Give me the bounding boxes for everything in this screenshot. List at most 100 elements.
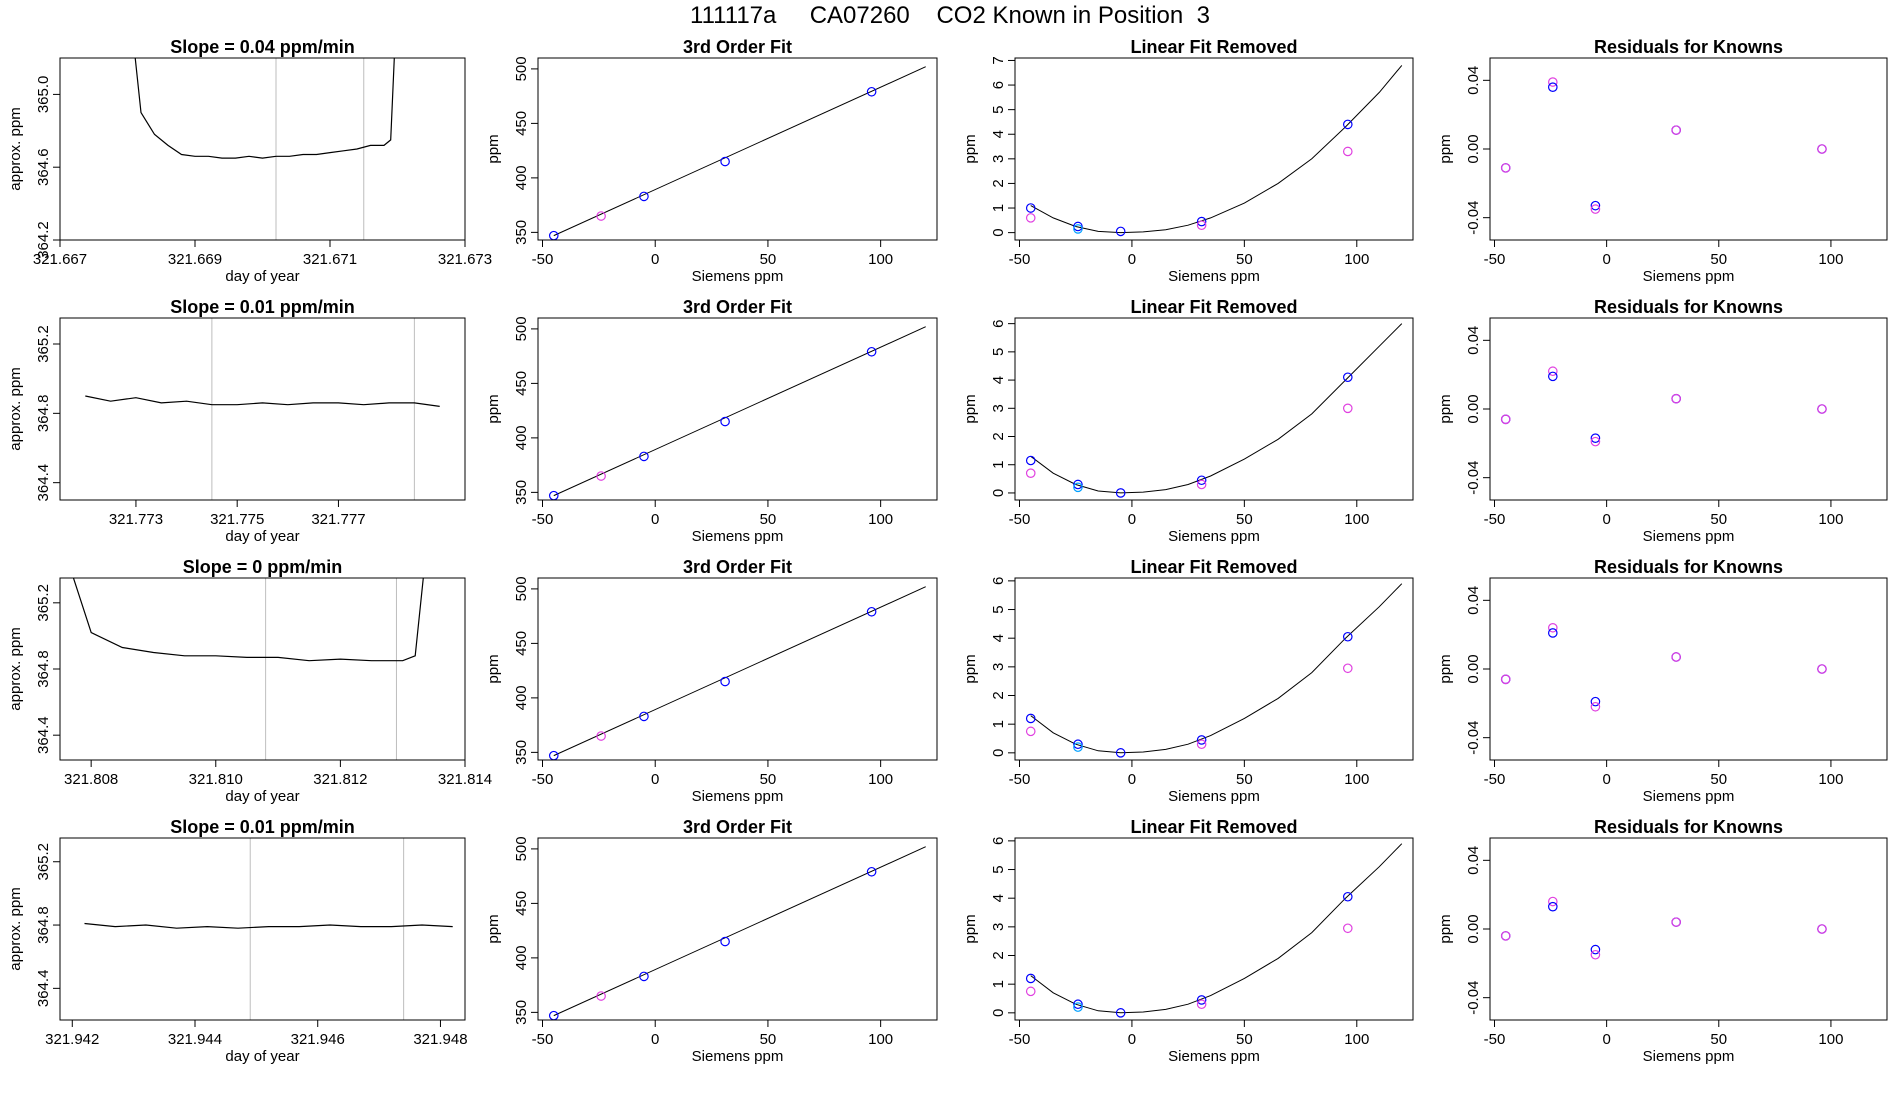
x-tick-label: 0	[1128, 1031, 1136, 1048]
data-point	[1025, 726, 1036, 737]
x-tick-label: -50	[532, 771, 554, 788]
data-point	[1500, 414, 1511, 425]
y-tick-label: 5	[990, 605, 1007, 613]
data-point	[1196, 735, 1207, 745]
y-tick-label: 364.2	[35, 221, 52, 259]
chart-title: Residuals for Knowns	[1594, 37, 1783, 57]
x-tick-label: 0	[1602, 771, 1610, 788]
data-point	[1115, 748, 1126, 758]
y-tick-label: 0.00	[1465, 654, 1482, 683]
data-point	[720, 416, 730, 427]
data-point	[596, 471, 606, 481]
y-tick-label: 0.04	[1465, 326, 1482, 355]
data-point	[596, 211, 606, 221]
series-line	[134, 58, 395, 159]
x-tick-label: -50	[1484, 251, 1506, 268]
data-point	[720, 676, 730, 687]
data-point	[1548, 896, 1558, 907]
x-axis-label: Siemens ppm	[1643, 528, 1735, 545]
x-tick-label: 100	[868, 511, 893, 528]
data-point	[1342, 891, 1353, 902]
data-point	[639, 971, 649, 982]
y-tick-label: 365.2	[35, 325, 52, 363]
x-tick-label: 0	[651, 1031, 659, 1048]
data-point	[1671, 125, 1681, 135]
data-point	[1817, 924, 1827, 934]
plot-frame	[1489, 57, 1888, 241]
y-tick-label: 364.4	[35, 464, 52, 502]
y-axis-label: ppm	[485, 394, 502, 423]
y-tick-label: 350	[513, 1000, 530, 1025]
plot-area	[134, 58, 395, 159]
x-tick-label: 50	[1236, 251, 1253, 268]
y-tick-label: 450	[513, 891, 530, 916]
series-line	[72, 578, 424, 662]
chart-title: Residuals for Knowns	[1594, 817, 1783, 837]
x-tick-label: -50	[1009, 771, 1031, 788]
y-tick-label: 6	[990, 319, 1007, 327]
plot-area	[1500, 366, 1827, 447]
data-point	[1342, 372, 1353, 383]
x-tick-label: 0	[1128, 771, 1136, 788]
y-tick-label: 400	[513, 425, 530, 450]
x-tick-label: 100	[1818, 511, 1843, 528]
chart-title: Slope = 0.04 ppm/min	[170, 37, 355, 57]
data-point	[1196, 220, 1207, 231]
y-axis-label: approx. ppm	[7, 627, 24, 710]
plot-frame	[537, 57, 938, 241]
chart-title: 3rd Order Fit	[683, 557, 792, 577]
data-point	[1073, 742, 1083, 752]
y-axis-label: approx. ppm	[7, 887, 24, 970]
x-tick-label: -50	[1484, 771, 1506, 788]
x-tick-label: 100	[868, 771, 893, 788]
y-axis-label: ppm	[1437, 914, 1454, 943]
y-tick-label: 1	[990, 720, 1007, 728]
y-tick-label: 4	[990, 634, 1007, 642]
x-tick-label: 0	[1602, 511, 1610, 528]
data-point	[1671, 393, 1681, 404]
data-point	[1342, 403, 1353, 414]
y-tick-label: 400	[513, 685, 530, 710]
plot-frame	[59, 57, 466, 241]
plot-frame	[59, 837, 466, 1021]
x-tick-label: 50	[1236, 771, 1253, 788]
chart-title: Slope = 0.01 ppm/min	[170, 817, 355, 837]
y-axis-label: ppm	[1437, 654, 1454, 683]
data-point	[1025, 455, 1036, 466]
data-point	[1590, 433, 1601, 443]
x-tick-label: 50	[1710, 1031, 1727, 1048]
y-tick-label: -0.04	[1465, 721, 1482, 755]
plot-frame	[59, 577, 466, 761]
x-axis-label: day of year	[225, 528, 299, 545]
residuals-3-panel: Residuals for Knowns -50 0 50 100 -0.04 0.00 0.…	[1437, 557, 1888, 805]
fit-curve	[1030, 843, 1403, 1014]
data-point	[1073, 221, 1083, 232]
x-tick-label: 0	[651, 251, 659, 268]
y-tick-label: 364.8	[35, 906, 52, 944]
chart-title: Linear Fit Removed	[1130, 817, 1297, 837]
y-tick-label: 0	[990, 749, 1007, 757]
y-tick-label: 7	[990, 56, 1007, 64]
linear-removed-4-panel: Linear Fit Removed -50 0 50 100 0 1 2 3 4 5 6 Siemen…	[962, 817, 1414, 1065]
plot-frame	[1489, 317, 1888, 501]
plot-area	[548, 586, 926, 760]
y-tick-label: -0.04	[1465, 201, 1482, 235]
x-axis-label: Siemens ppm	[1168, 788, 1260, 805]
x-tick-label: -50	[1484, 1031, 1506, 1048]
data-point	[1196, 995, 1207, 1005]
x-tick-label: 321.777	[311, 511, 365, 528]
x-tick-label: -50	[1009, 1031, 1031, 1048]
chart-title: Slope = 0.01 ppm/min	[170, 297, 355, 317]
plot-area	[1025, 323, 1403, 498]
y-tick-label: 364.8	[35, 395, 52, 433]
data-point	[596, 991, 606, 1001]
linear-removed-2-panel: Linear Fit Removed -50 0 50 100 0 1 2 3 4 5 6 Siemen…	[962, 297, 1414, 545]
data-point	[1590, 204, 1601, 214]
y-tick-label: 3	[990, 404, 1007, 412]
y-tick-label: 2	[990, 691, 1007, 699]
x-tick-label: 50	[1236, 1031, 1253, 1048]
plot-frame	[1014, 837, 1414, 1021]
data-point	[1671, 917, 1681, 927]
x-tick-label: 321.667	[33, 251, 87, 268]
